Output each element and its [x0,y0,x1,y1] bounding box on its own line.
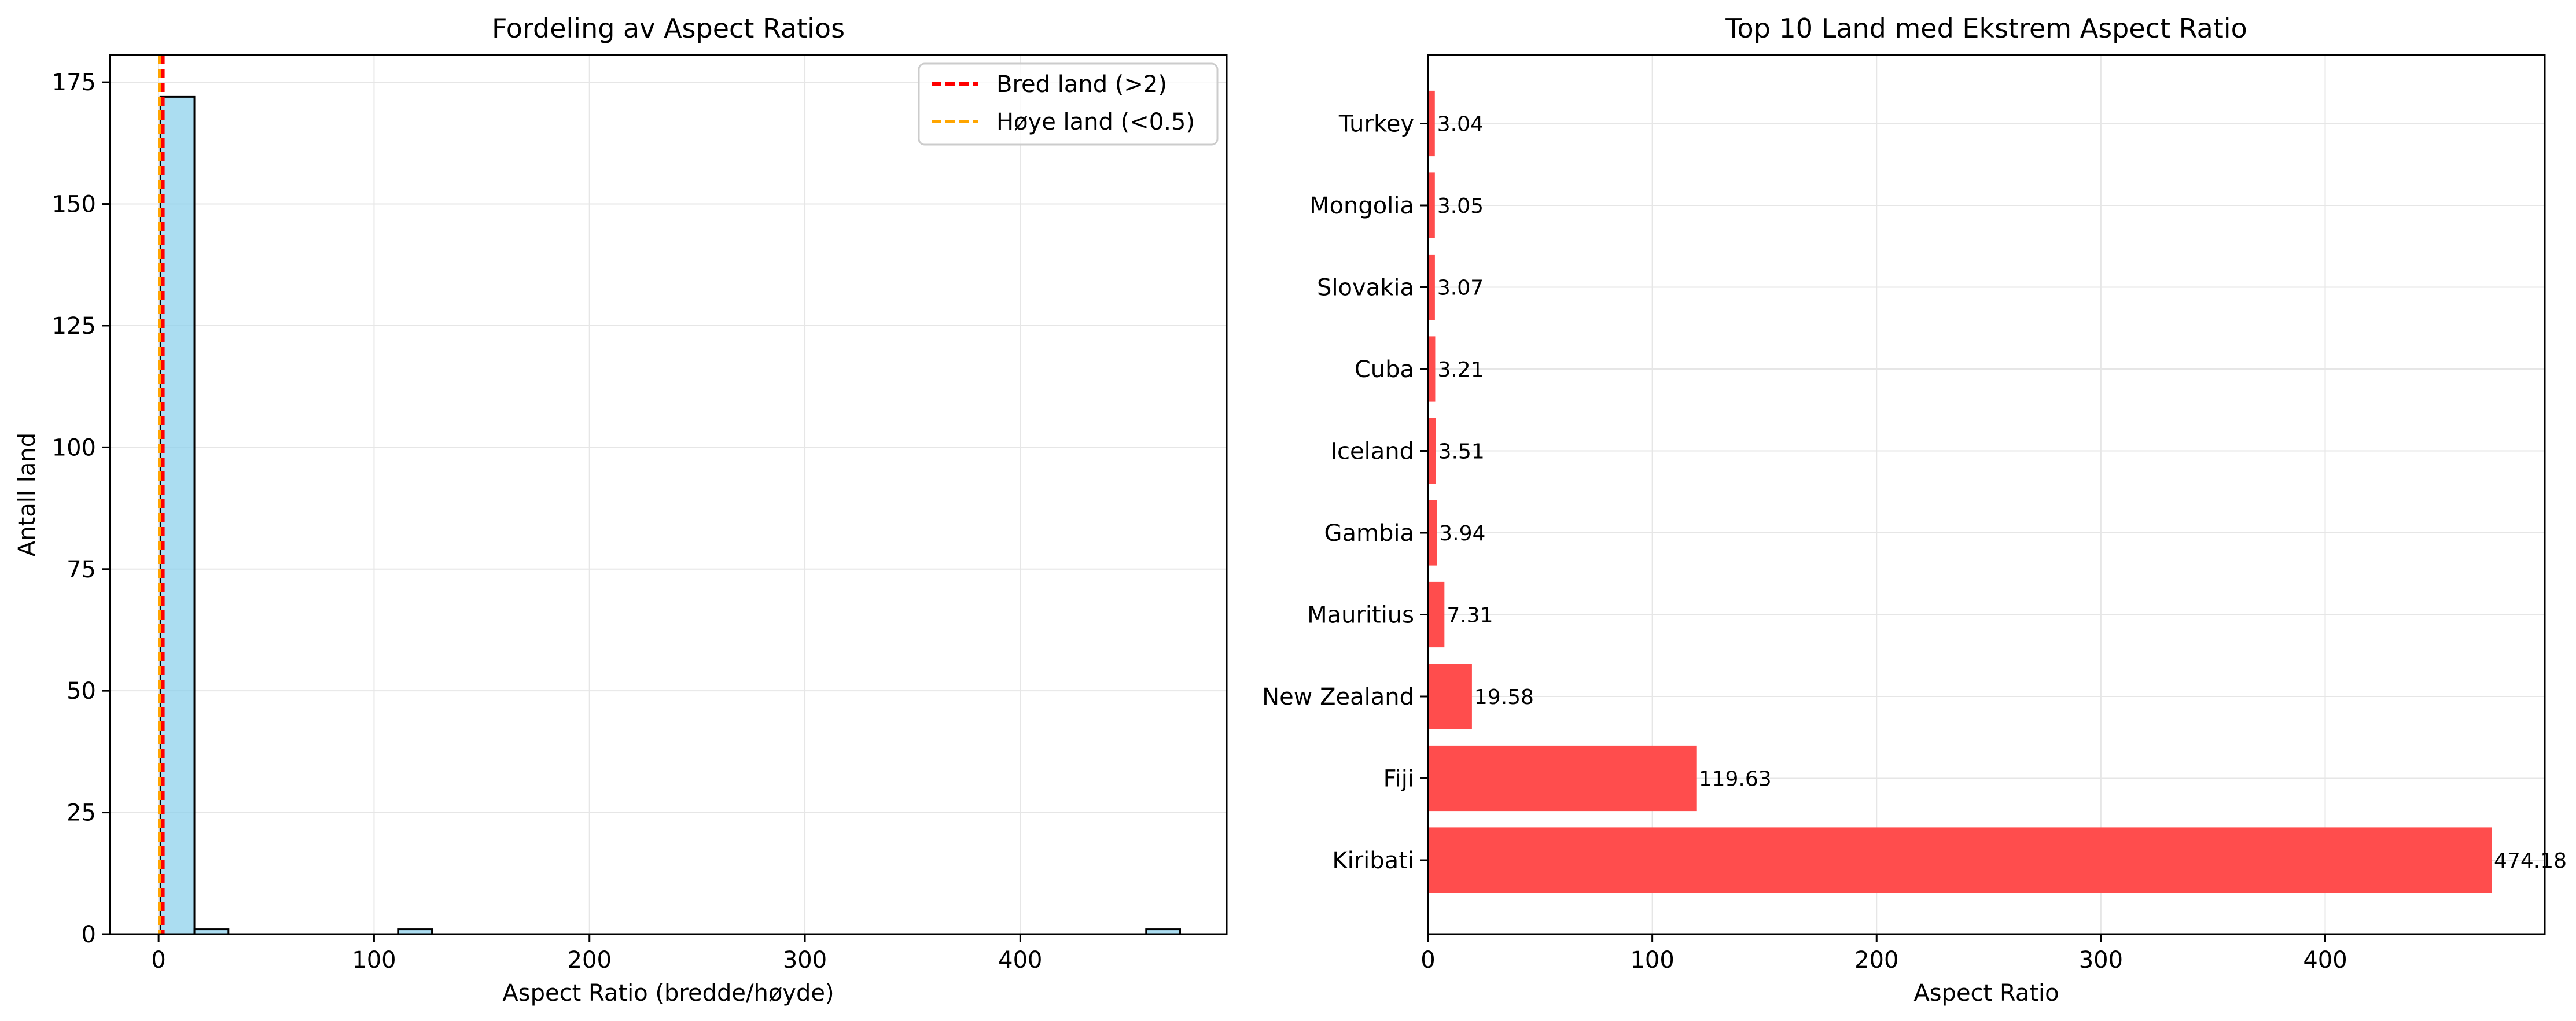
top10-x-axis-label: Aspect Ratio [1913,980,2059,1007]
histogram-x-axis-label: Aspect Ratio (bredde/høyde) [502,980,834,1007]
top10-category-label: Turkey [1338,111,1414,138]
top10-value-label: 3.07 [1437,277,1484,300]
top10-category-label: Iceland [1330,438,1414,465]
top10-value-label: 119.63 [1699,768,1772,791]
histogram-x-tick-label: 200 [568,947,612,974]
histogram-frame [109,54,1228,935]
top10-x-tick-label: 400 [2303,947,2347,974]
histogram-y-tick-label: 175 [52,69,96,96]
histogram-x-ticks: 0 100 200 300 400 [151,934,1043,974]
top10-bar [1428,500,1437,566]
top10-value-label: 474.18 [2494,849,2567,873]
histogram-x-tick-label: 0 [151,947,165,974]
legend-box [918,62,1219,146]
top10-bar [1428,254,1435,320]
top10-category-label: Slovakia [1317,275,1414,301]
top10-value-label: 3.05 [1437,194,1484,218]
top10-value-label: 19.58 [1474,685,1534,709]
top10-x-tick-label: 300 [2079,947,2123,974]
top10-title: Top 10 Land med Ekstrem Aspect Ratio [1725,13,2247,44]
top10-value-label: 3.04 [1437,113,1484,137]
histogram-x-tick-label: 400 [998,947,1042,974]
top10-value-label: 3.21 [1437,358,1484,382]
histogram-y-axis-label: Antall land [14,433,41,556]
top10-value-label: 7.31 [1447,604,1493,628]
top10-frame [1427,54,2546,935]
top10-value-label: 3.51 [1438,440,1485,464]
histogram-x-tick-label: 300 [783,947,827,974]
histogram-reference-lines [158,55,165,934]
histogram-title: Fordeling av Aspect Ratios [492,13,845,44]
histogram-y-tick-label: 75 [67,556,96,583]
top10-bar [1428,664,1472,729]
top10-x-ticks: 0 100 200 300 400 [1421,934,2347,974]
histogram-y-tick-label: 100 [52,434,96,461]
histogram-chart: 0 100 200 300 400 0 25 50 75 100 125 150 175 Fordel… [14,13,1228,1007]
top10-bar-chart: 474.18 119.63 19.58 7.31 3.94 3.51 3.21 3.07 3.0… [1262,13,2567,1007]
top10-category-label: Cuba [1355,356,1414,383]
histogram-y-tick-label: 50 [67,678,96,705]
top10-bars [1428,90,2492,893]
top10-y-ticks: Kiribati Fiji New Zealand Mauritius Gambia Ic… [1262,111,1428,874]
top10-category-label: Fiji [1383,766,1414,793]
legend-label-hoye-land: Høye land (<0.5) [996,109,1195,135]
top10-bar [1428,827,2492,893]
histogram-legend: Bred land (>2) Høye land (<0.5) [918,62,1219,146]
histogram-y-tick-label: 125 [52,313,96,340]
top10-bar [1428,745,1697,812]
top10-bar [1428,172,1435,238]
top10-value-labels: 474.18 119.63 19.58 7.31 3.94 3.51 3.21 3.07 3.0… [1437,113,2567,873]
histogram-y-ticks: 0 25 50 75 100 125 150 175 [52,69,110,948]
histogram-y-tick-label: 150 [52,191,96,218]
top10-category-label: New Zealand [1262,684,1414,710]
top10-x-tick-label: 200 [1854,947,1898,974]
top10-bar [1428,90,1435,157]
top10-bar [1428,336,1436,402]
histogram-y-tick-label: 0 [82,922,96,948]
top10-category-label: Kiribati [1332,847,1414,874]
histogram-y-tick-label: 25 [67,800,96,827]
histogram-bar [159,95,196,935]
top10-value-label: 3.94 [1439,522,1485,545]
top10-category-label: Mongolia [1309,193,1414,219]
histogram-plot-area [110,55,1227,934]
top10-bar [1428,418,1436,484]
top10-x-tick-label: 100 [1630,947,1674,974]
histogram-bars [159,95,1182,935]
top10-bar [1428,581,1445,648]
histogram-x-tick-label: 100 [352,947,396,974]
legend-label-bred-land: Bred land (>2) [996,71,1167,98]
top10-category-label: Gambia [1324,520,1415,547]
top10-category-label: Mauritius [1307,602,1414,629]
top10-x-tick-label: 0 [1421,947,1435,974]
